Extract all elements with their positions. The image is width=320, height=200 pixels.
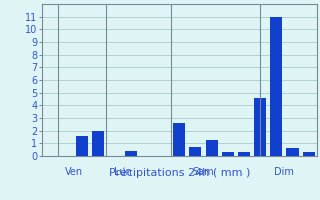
Bar — [124, 151, 137, 156]
Bar — [173, 123, 185, 156]
Bar — [222, 152, 234, 156]
Text: Lun: Lun — [114, 167, 132, 177]
Bar — [286, 148, 299, 156]
Bar — [189, 147, 202, 156]
Bar — [303, 152, 315, 156]
X-axis label: Précipitations 24h ( mm ): Précipitations 24h ( mm ) — [108, 167, 250, 178]
Bar — [205, 140, 218, 156]
Text: Dim: Dim — [275, 167, 294, 177]
Bar — [270, 17, 282, 156]
Bar — [254, 98, 266, 156]
Bar — [238, 152, 250, 156]
Bar — [76, 136, 88, 156]
Text: Ven: Ven — [65, 167, 83, 177]
Bar — [92, 131, 104, 156]
Text: Sam: Sam — [193, 167, 214, 177]
